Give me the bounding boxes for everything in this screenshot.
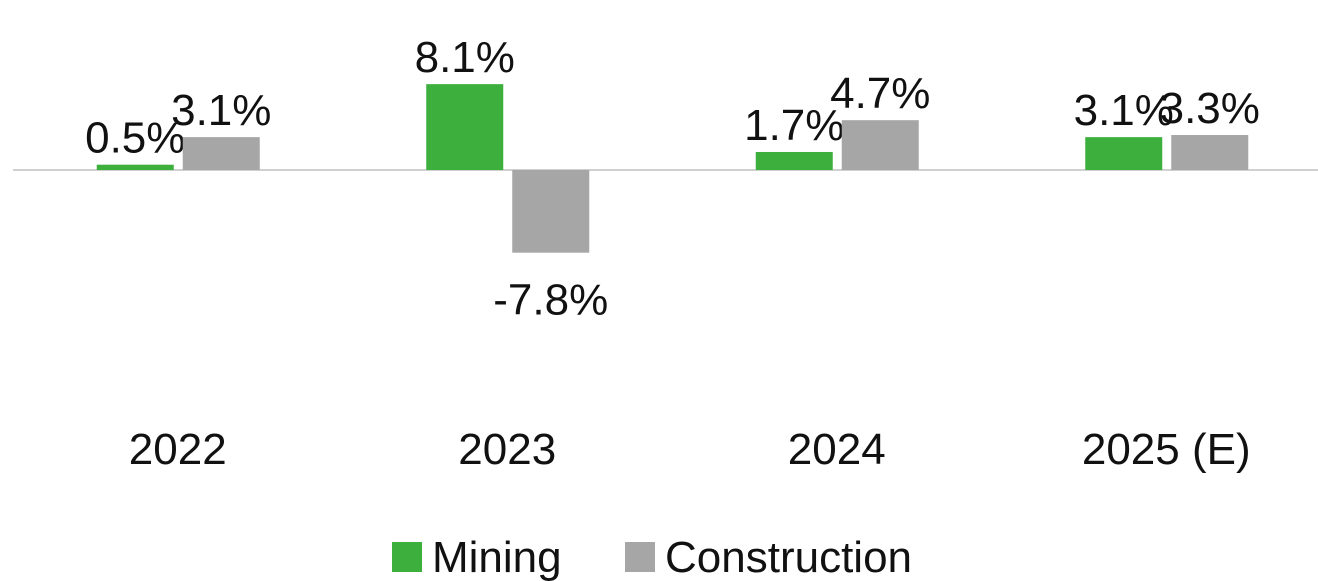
data-label: 3.1%	[1074, 86, 1174, 135]
bar	[182, 137, 260, 170]
data-label: -7.8%	[493, 276, 608, 325]
bar	[1085, 137, 1163, 170]
bar	[841, 120, 919, 170]
legend-swatch	[625, 542, 655, 572]
bar	[96, 164, 174, 170]
x-tick-label: 2025 (E)	[1082, 425, 1251, 474]
data-label: 0.5%	[85, 114, 185, 163]
x-tick-label: 2023	[458, 425, 556, 474]
x-tick-label: 2024	[788, 425, 886, 474]
data-label: 1.7%	[744, 101, 844, 150]
x-tick-label: 2022	[129, 425, 227, 474]
bar	[426, 84, 504, 170]
bar	[512, 170, 590, 253]
legend-swatch	[392, 542, 422, 572]
data-label: 3.3%	[1160, 84, 1260, 133]
bar	[1171, 135, 1249, 170]
data-label: 4.7%	[830, 69, 930, 118]
bar	[755, 151, 833, 170]
legend-label: Mining	[432, 533, 562, 581]
data-label: 3.1%	[171, 86, 271, 135]
legend-label: Construction	[665, 533, 912, 581]
data-label: 8.1%	[415, 33, 515, 82]
